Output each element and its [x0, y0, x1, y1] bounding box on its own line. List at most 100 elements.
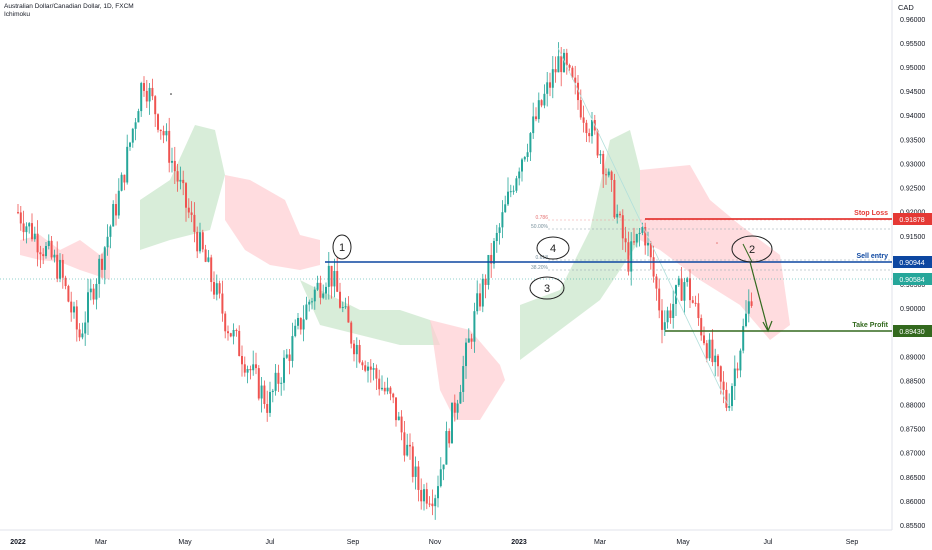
candle-body [168, 130, 171, 163]
candle-body [75, 306, 78, 330]
candle-body [733, 368, 736, 387]
candle-body [537, 100, 540, 120]
price-axis-tick: 0.88000 [900, 403, 925, 410]
candle-body [87, 292, 89, 323]
candle-body [560, 56, 563, 73]
trend-line[interactable] [557, 47, 729, 406]
candle-body [621, 215, 624, 239]
candle-body [414, 466, 417, 477]
candle-body [238, 330, 241, 357]
candle-body [403, 432, 406, 456]
candle-body [490, 254, 493, 264]
candle-body [185, 183, 187, 208]
candle-body [78, 329, 81, 338]
candle-body [666, 310, 669, 323]
fib-level-label: 38.20% [531, 265, 549, 271]
price-tag-value: 0.90584 [899, 277, 924, 284]
candle-body [739, 350, 742, 371]
annotation-circle[interactable] [536, 236, 570, 260]
candle-body [425, 489, 428, 504]
price-axis-tick: 0.86500 [900, 475, 925, 482]
candle-body [661, 310, 663, 330]
candle-body [381, 387, 383, 390]
kumo-bull [520, 130, 640, 360]
candle-body [25, 226, 28, 233]
candle-body [302, 319, 305, 330]
kumo-bull [140, 125, 225, 250]
price-tag-value: 0.91878 [899, 217, 924, 224]
annotation-number: 4 [550, 243, 556, 255]
candle-body [137, 111, 140, 123]
kumo-bear [640, 165, 790, 340]
candle-body [355, 344, 358, 355]
price-axis-tick: 0.93500 [900, 137, 925, 144]
candle-body [647, 242, 649, 246]
projection-arrow[interactable] [749, 261, 769, 331]
candle-body [389, 387, 392, 394]
candle-body [610, 171, 613, 180]
price-axis-tick: 0.94000 [900, 113, 925, 120]
candle-body [291, 336, 294, 361]
candle-body [123, 174, 126, 183]
currency-label: CAD [898, 3, 914, 12]
candle-body [47, 240, 50, 247]
candle-body [179, 179, 182, 182]
candle-body [260, 385, 263, 399]
candle-body [210, 257, 213, 283]
candle-body [344, 306, 347, 308]
candle-body [84, 322, 87, 334]
candle-body [633, 241, 635, 243]
projection-line [742, 243, 753, 263]
annotation-circle[interactable] [529, 276, 565, 300]
candle-body [311, 301, 313, 303]
kumo-bear [20, 235, 110, 280]
candle-body [574, 77, 577, 83]
candle-body [672, 303, 675, 319]
candle-body [257, 368, 260, 399]
candle-body [638, 232, 641, 235]
candle-body [546, 82, 549, 94]
candle-body [501, 212, 504, 228]
candle-body [616, 213, 619, 218]
annotation-number: 1 [339, 242, 345, 254]
annotation-circle[interactable] [332, 234, 352, 260]
candle-body [327, 265, 330, 287]
price-axis-tick: 0.96000 [900, 17, 925, 24]
candle-body [663, 322, 666, 330]
candle-body [470, 338, 473, 342]
candle-body [126, 146, 129, 183]
annotation-circle[interactable] [731, 235, 773, 263]
candle-body [157, 114, 159, 130]
candle-body [378, 378, 381, 390]
price-axis-tick: 0.95000 [900, 65, 925, 72]
candle-body [585, 122, 588, 134]
candle-body [518, 171, 521, 179]
candle-body [509, 191, 512, 193]
candle-body [263, 385, 266, 405]
indicator-label[interactable]: Ichimoku [4, 11, 31, 18]
candle-body [89, 288, 92, 293]
candle-body [711, 339, 714, 363]
candle-body [453, 402, 456, 413]
candle-body [649, 242, 652, 258]
candle-body [53, 254, 56, 258]
candle-body [630, 241, 633, 272]
candle-body [241, 356, 243, 365]
candle-body [171, 160, 173, 163]
candle-body [140, 83, 143, 112]
price-tag [893, 325, 932, 337]
candle-body [397, 416, 400, 421]
candle-body [347, 306, 350, 323]
symbol-title: Australian Dollar/Canadian Dollar, 1D, F… [4, 3, 134, 10]
kumo-bull [300, 280, 440, 345]
candle-body [742, 326, 745, 351]
candle-body [36, 233, 39, 253]
price-axis-tick: 0.92500 [900, 186, 925, 193]
candle-body [736, 368, 739, 371]
candle-body [465, 342, 467, 367]
price-axis-tick: 0.87000 [900, 451, 925, 458]
candle-body [697, 303, 700, 319]
price-axis-tick: 0.91500 [900, 234, 925, 241]
candle-body [56, 254, 59, 279]
